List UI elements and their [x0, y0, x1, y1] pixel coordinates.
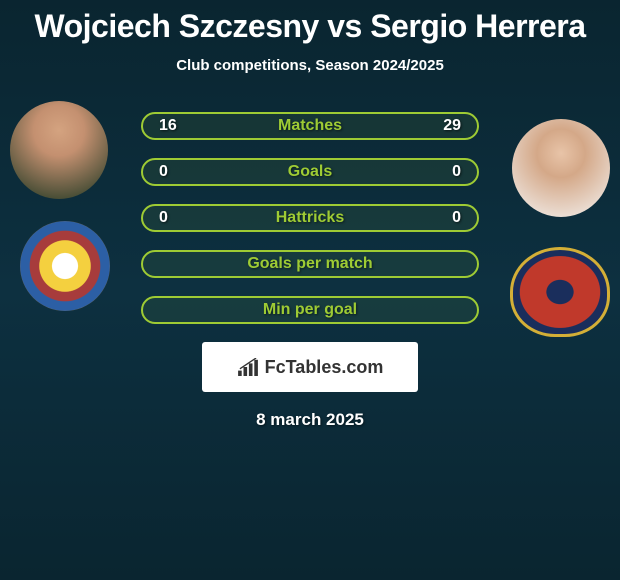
comparison-title: Wojciech Szczesny vs Sergio Herrera — [0, 8, 620, 45]
stat-label: Min per goal — [263, 301, 357, 319]
player-avatar-right — [512, 119, 610, 217]
club-logo-right — [510, 247, 610, 337]
stat-label: Goals per match — [247, 255, 372, 273]
club-logo-left — [20, 221, 110, 311]
stat-left-value: 16 — [159, 117, 177, 135]
date-label: 8 march 2025 — [10, 410, 610, 430]
stat-row-goals-per-match: Goals per match — [141, 250, 479, 278]
stat-row-hattricks: 0 Hattricks 0 — [141, 204, 479, 232]
stat-label: Matches — [278, 117, 342, 135]
branding-box: FcTables.com — [202, 342, 418, 392]
card-container: Wojciech Szczesny vs Sergio Herrera Club… — [0, 0, 620, 430]
stat-right-value: 0 — [452, 209, 461, 227]
branding-text: FcTables.com — [265, 357, 384, 378]
avatar-image-right — [512, 119, 610, 217]
stat-left-value: 0 — [159, 209, 168, 227]
stat-row-matches: 16 Matches 29 — [141, 112, 479, 140]
player-avatar-left — [10, 101, 108, 199]
competition-subtitle: Club competitions, Season 2024/2025 — [0, 57, 620, 74]
avatar-image-left — [10, 101, 108, 199]
main-area: 16 Matches 29 0 Goals 0 0 Hattricks 0 Go… — [0, 99, 620, 430]
stat-right-value: 29 — [443, 117, 461, 135]
stat-label: Goals — [288, 163, 332, 181]
stat-label: Hattricks — [276, 209, 344, 227]
stat-row-min-per-goal: Min per goal — [141, 296, 479, 324]
stat-row-goals: 0 Goals 0 — [141, 158, 479, 186]
stat-left-value: 0 — [159, 163, 168, 181]
stats-list: 16 Matches 29 0 Goals 0 0 Hattricks 0 Go… — [141, 99, 479, 324]
chart-icon — [237, 358, 259, 376]
stat-right-value: 0 — [452, 163, 461, 181]
